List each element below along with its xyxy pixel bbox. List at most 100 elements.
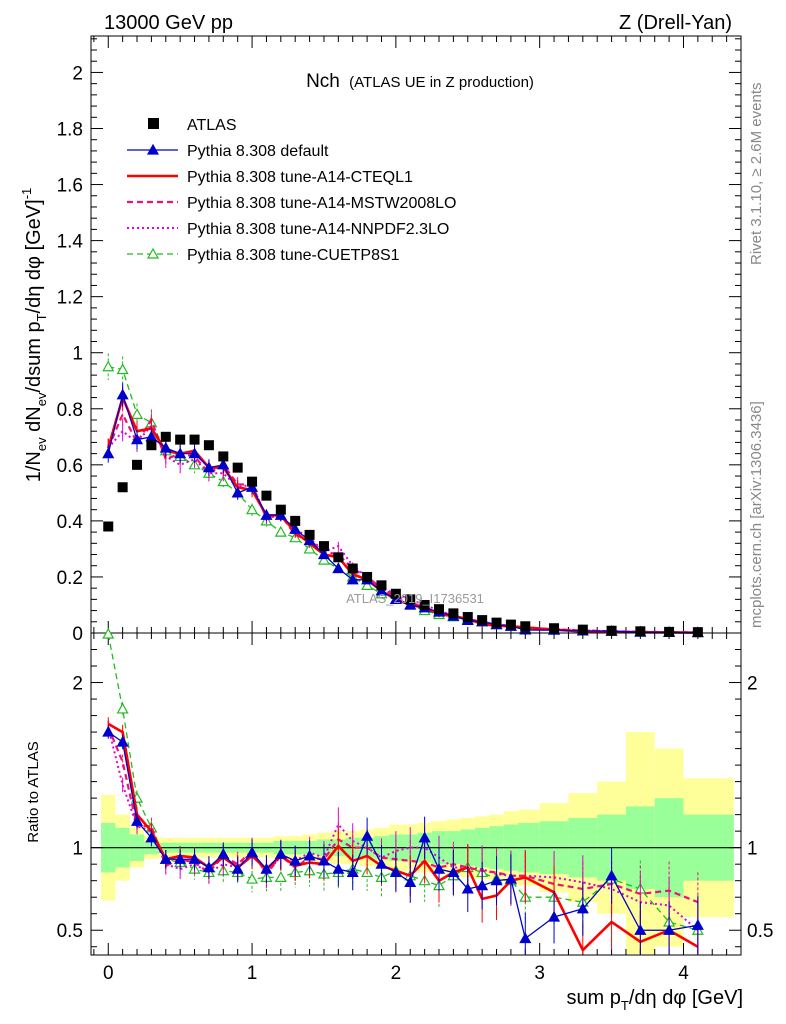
mcplots-label: mcplots.cern.ch [arXiv:1306.3436] bbox=[748, 401, 765, 628]
main-point-default bbox=[274, 509, 287, 520]
main-point-CUETP8S1 bbox=[303, 542, 316, 554]
legend-marker-ATLAS bbox=[148, 118, 159, 129]
ratio-point-default bbox=[519, 932, 532, 944]
ratio-y-axis-label: Ratio to ATLAS bbox=[25, 741, 42, 842]
ratio-point-CUETP8S1 bbox=[116, 702, 129, 714]
ratio-point-default bbox=[576, 902, 589, 914]
main-point-ATLAS bbox=[405, 594, 416, 605]
main-y-tick-label: 1.8 bbox=[57, 119, 83, 140]
ratio-point-default bbox=[389, 866, 402, 878]
legend-label-CUETP8S1: Pythia 8.308 tune-CUETP8S1 bbox=[187, 247, 400, 264]
main-point-ATLAS bbox=[146, 440, 157, 451]
main-point-ATLAS bbox=[664, 626, 675, 637]
main-point-ATLAS bbox=[419, 599, 430, 610]
ratio-point-default bbox=[145, 831, 158, 843]
ratio-y-tick-label-right: 2 bbox=[747, 674, 758, 695]
main-point-ATLAS bbox=[505, 619, 516, 630]
ratio-point-default bbox=[634, 923, 647, 935]
ratio-point-default bbox=[217, 848, 230, 859]
main-point-ATLAS bbox=[692, 627, 703, 638]
plot-title-main: Nch bbox=[306, 71, 340, 92]
legend-label-default: Pythia 8.308 default bbox=[187, 143, 329, 160]
ratio-point-default bbox=[188, 852, 201, 864]
main-point-default bbox=[404, 598, 417, 610]
main-point-ATLAS bbox=[491, 617, 502, 628]
legend-label-NNPDF: Pythia 8.308 tune-A14-NNPDF2.3LO bbox=[187, 221, 449, 238]
ratio-point-default bbox=[116, 735, 129, 747]
ratio-point-default bbox=[102, 725, 115, 737]
legend-label-CTEQL1: Pythia 8.308 tune-A14-CTEQL1 bbox=[187, 169, 413, 186]
main-point-ATLAS bbox=[103, 521, 114, 532]
legend-symbol-default bbox=[127, 143, 178, 155]
main-point-CUETP8S1 bbox=[317, 553, 330, 565]
ratio-point-default bbox=[260, 862, 273, 874]
legend-label-MSTW: Pythia 8.308 tune-A14-MSTW2008LO bbox=[187, 195, 456, 212]
main-point-ATLAS bbox=[189, 434, 200, 445]
ratio-y-tick-label-right: 0.5 bbox=[747, 921, 773, 942]
ratio-point-CUETP8S1 bbox=[102, 627, 115, 639]
plot-title-sub: (ATLAS UE in Z production) bbox=[349, 74, 534, 91]
x-axis-label: sum pT/dη dφ [GeV] bbox=[566, 987, 743, 1013]
main-point-default bbox=[332, 562, 345, 574]
ratio-point-default bbox=[231, 862, 244, 874]
main-point-ATLAS bbox=[347, 563, 358, 574]
ratio-point-default bbox=[476, 879, 489, 891]
main-point-ATLAS bbox=[333, 552, 344, 563]
ratio-point-default bbox=[404, 876, 417, 887]
main-point-ATLAS bbox=[390, 588, 401, 599]
legend-marker-default bbox=[146, 143, 160, 155]
ratio-point-default bbox=[174, 852, 187, 864]
main-point-ATLAS bbox=[462, 612, 473, 623]
ratio-point-default bbox=[289, 854, 302, 866]
main-point-default bbox=[346, 573, 359, 585]
main-point-CUETP8S1 bbox=[130, 408, 144, 419]
ratio-point-default bbox=[130, 815, 144, 826]
ratio-point-default bbox=[447, 866, 460, 878]
main-point-default bbox=[102, 447, 115, 459]
main-point-ATLAS bbox=[132, 459, 143, 470]
main-y-tick-label: 1.2 bbox=[57, 288, 83, 309]
ratio-point-default bbox=[490, 874, 503, 886]
main-point-ATLAS bbox=[448, 608, 459, 619]
main-y-tick-label: 1.6 bbox=[57, 176, 83, 197]
ratio-point-default bbox=[605, 869, 618, 881]
legend-symbol-CUETP8S1 bbox=[127, 247, 178, 259]
main-point-default bbox=[389, 593, 402, 604]
main-y-tick-label: 2 bbox=[72, 63, 83, 84]
ratio-point-default bbox=[432, 862, 446, 874]
main-point-ATLAS bbox=[275, 504, 286, 515]
main-point-ATLAS bbox=[477, 615, 488, 626]
ratio-point-default bbox=[246, 846, 259, 858]
main-point-CUETP8S1 bbox=[274, 525, 287, 537]
ratio-point-CUETP8S1 bbox=[246, 872, 259, 884]
rivet-version-label: Rivet 3.1.10, ≥ 2.6M events bbox=[748, 83, 765, 266]
energy-label: 13000 GeV pp bbox=[104, 12, 233, 34]
main-point-ATLAS bbox=[175, 434, 186, 445]
ratio-y-tick-label: 2 bbox=[72, 674, 83, 695]
main-y-tick-label: 0.2 bbox=[57, 568, 83, 589]
main-point-ATLAS bbox=[304, 529, 315, 540]
ratio-point-default bbox=[303, 849, 316, 861]
ratio-point-default bbox=[202, 861, 215, 873]
main-point-CUETP8S1 bbox=[361, 579, 374, 590]
main-plot: 0 0.2 0.4 0.6 0.8 1 1.2 1.4 1.6 1.8 2 bbox=[57, 35, 742, 645]
main-point-ATLAS bbox=[117, 482, 128, 493]
main-y-axis-label: 1/Nev dNev/dsum pT/dη dφ [GeV]-1 bbox=[19, 188, 49, 483]
main-point-ATLAS bbox=[290, 515, 301, 526]
main-point-CUETP8S1 bbox=[246, 503, 259, 515]
x-tick-label: 4 bbox=[678, 963, 689, 984]
main-point-default bbox=[174, 447, 187, 459]
main-point-CUETP8S1 bbox=[116, 363, 129, 375]
main-point-ATLAS bbox=[247, 476, 258, 487]
main-y-tick-label: 0 bbox=[72, 624, 83, 645]
ratio-plot-frame bbox=[90, 632, 742, 956]
main-y-tick-label: 1.4 bbox=[57, 232, 84, 253]
main-point-ATLAS bbox=[160, 431, 171, 442]
main-point-default bbox=[289, 523, 302, 534]
ratio-y-tick-label: 1 bbox=[72, 839, 83, 860]
plot-title: Nch (ATLAS UE in Z production) bbox=[306, 71, 534, 92]
main-point-default bbox=[260, 509, 273, 520]
main-point-default bbox=[188, 447, 201, 459]
x-tick-label: 0 bbox=[103, 963, 114, 984]
main-point-ATLAS bbox=[318, 541, 329, 552]
